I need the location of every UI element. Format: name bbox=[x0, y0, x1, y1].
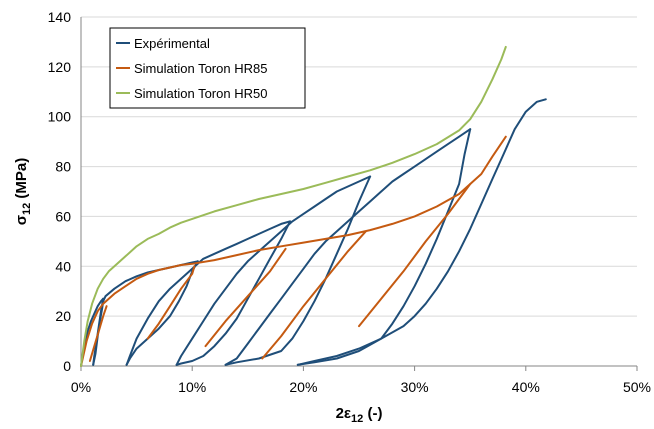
x-tick-label: 30% bbox=[401, 379, 429, 395]
series-1 bbox=[80, 98, 547, 367]
series-line-segment bbox=[175, 220, 292, 366]
y-tick-labels: 0 20 40 60 80 100 120 140 bbox=[48, 9, 72, 374]
series-2 bbox=[80, 135, 507, 367]
y-tick-label: 80 bbox=[55, 159, 71, 175]
y-axis-symbol: σ bbox=[13, 215, 30, 225]
series-line-segment bbox=[296, 128, 472, 366]
series-line-segment bbox=[146, 265, 196, 340]
legend-box bbox=[109, 27, 306, 109]
series-line-segment bbox=[358, 183, 472, 328]
legend-label: Expérimental bbox=[134, 36, 210, 51]
y-tick-label: 40 bbox=[55, 258, 71, 274]
y-tick-label: 20 bbox=[55, 308, 71, 324]
x-axis-subscript: 12 bbox=[351, 413, 363, 425]
y-tick-label: 60 bbox=[55, 208, 71, 224]
series-line-segment bbox=[204, 247, 287, 348]
x-tick-label: 20% bbox=[289, 379, 317, 395]
series-lines bbox=[80, 45, 547, 367]
y-axis-unit: (MPa) bbox=[13, 158, 30, 203]
series-3 bbox=[80, 45, 507, 367]
series-line-segment bbox=[80, 45, 507, 367]
x-axis-unit: (-) bbox=[363, 405, 382, 422]
series-line-segment bbox=[80, 135, 507, 367]
y-axis-title: σ12 (MPa) bbox=[13, 158, 33, 226]
x-tick-label: 0% bbox=[71, 379, 91, 395]
x-axis-title: 2ε12 (-) bbox=[336, 405, 383, 425]
x-axis-symbol: 2ε bbox=[336, 405, 351, 422]
y-tick-label: 140 bbox=[48, 9, 72, 25]
series-line-segment bbox=[261, 230, 367, 360]
legend-label: Simulation Toron HR50 bbox=[134, 86, 267, 101]
y-tick-label: 100 bbox=[48, 109, 72, 125]
legend-label: Simulation Toron HR85 bbox=[134, 61, 267, 76]
x-tick-label: 10% bbox=[178, 379, 206, 395]
series-line-segment bbox=[88, 305, 108, 362]
series-line-segment bbox=[224, 175, 372, 366]
series-line-segment bbox=[175, 175, 372, 366]
x-tick-labels: 0% 10% 20% 30% 40% 50% bbox=[71, 366, 651, 395]
series-line-segment bbox=[224, 128, 472, 366]
axes bbox=[80, 17, 637, 367]
legend: Expérimental Simulation Toron HR85 Simulat… bbox=[109, 27, 306, 109]
series-line-segment bbox=[125, 220, 292, 366]
x-tick-label: 40% bbox=[512, 379, 540, 395]
series-line-segment bbox=[296, 98, 547, 366]
y-tick-label: 120 bbox=[48, 59, 72, 75]
y-axis-subscript: 12 bbox=[21, 203, 33, 215]
x-tick-label: 50% bbox=[623, 379, 651, 395]
y-tick-label: 0 bbox=[63, 358, 71, 374]
